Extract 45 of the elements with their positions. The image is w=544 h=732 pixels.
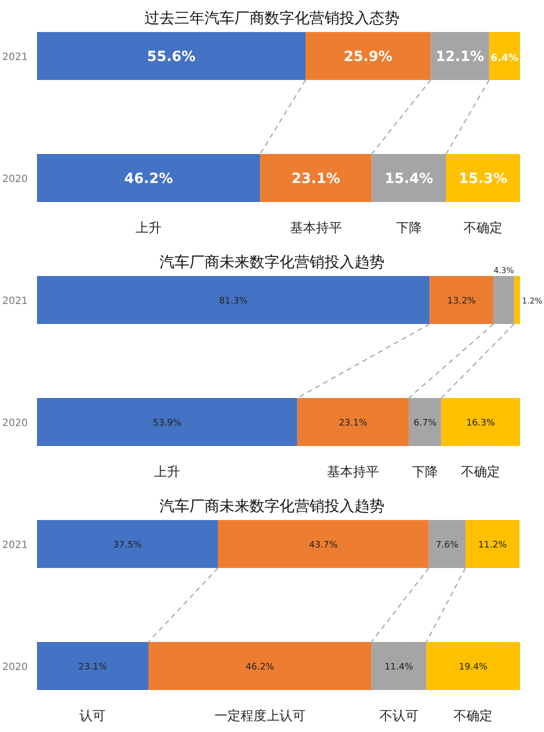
series-label: 不确定 [464, 221, 503, 236]
y-tick-label: 2021 [2, 52, 28, 63]
data-label: 55.6% [146, 49, 196, 65]
data-label: 16.3% [466, 418, 496, 428]
data-label: 23.1% [78, 662, 108, 672]
data-label: 23.1% [292, 171, 340, 187]
y-tick-label: 2021 [2, 540, 28, 551]
series-label: 不确定 [461, 465, 500, 480]
data-label: 15.3% [458, 171, 508, 187]
data-label: 6.7% [414, 418, 437, 428]
y-tick-label: 2020 [2, 662, 28, 673]
data-label: 1.2% [522, 296, 543, 306]
data-label: 6.4% [490, 53, 518, 64]
data-label: 13.2% [447, 296, 476, 306]
data-label: 11.4% [384, 662, 414, 672]
series-label: 基本持平 [327, 465, 380, 480]
series-label: 下降 [412, 465, 438, 480]
data-label: 46.2% [246, 662, 275, 672]
y-tick-label: 2020 [2, 174, 28, 185]
data-label: 23.1% [338, 418, 368, 428]
data-label: 53.9% [152, 418, 182, 428]
series-label: 不认可 [379, 709, 418, 724]
series-label: 上升 [154, 465, 180, 480]
data-label: 81.3% [219, 296, 248, 306]
y-tick-label: 2020 [2, 418, 28, 429]
data-label: 4.3% [494, 266, 514, 275]
data-label: 7.6% [436, 540, 460, 550]
data-label: 46.2% [124, 171, 173, 187]
series-label: 认可 [80, 709, 106, 724]
data-label: 11.2% [478, 540, 508, 550]
data-label: 43.7% [309, 540, 338, 550]
series-label: 上升 [136, 221, 162, 236]
text: 过去三年汽车厂商数字化营销投入态势 [144, 9, 400, 27]
y-tick-label: 2021 [2, 296, 28, 307]
series-label: 基本持平 [290, 221, 342, 236]
data-label: 37.5% [113, 540, 142, 550]
series-label: 下降 [396, 221, 422, 236]
data-label: 25.9% [344, 49, 392, 65]
data-label: 19.4% [458, 662, 488, 672]
series-label: 一定程度上认可 [214, 708, 306, 724]
data-label: 12.1% [436, 49, 484, 65]
text: 汽车厂商未来数字化营销投入趋势 [160, 497, 384, 515]
series-label: 不确定 [454, 709, 493, 724]
text: 汽车厂商未来数字化营销投入趋势 [160, 253, 384, 271]
data-label: 15.4% [384, 171, 434, 187]
